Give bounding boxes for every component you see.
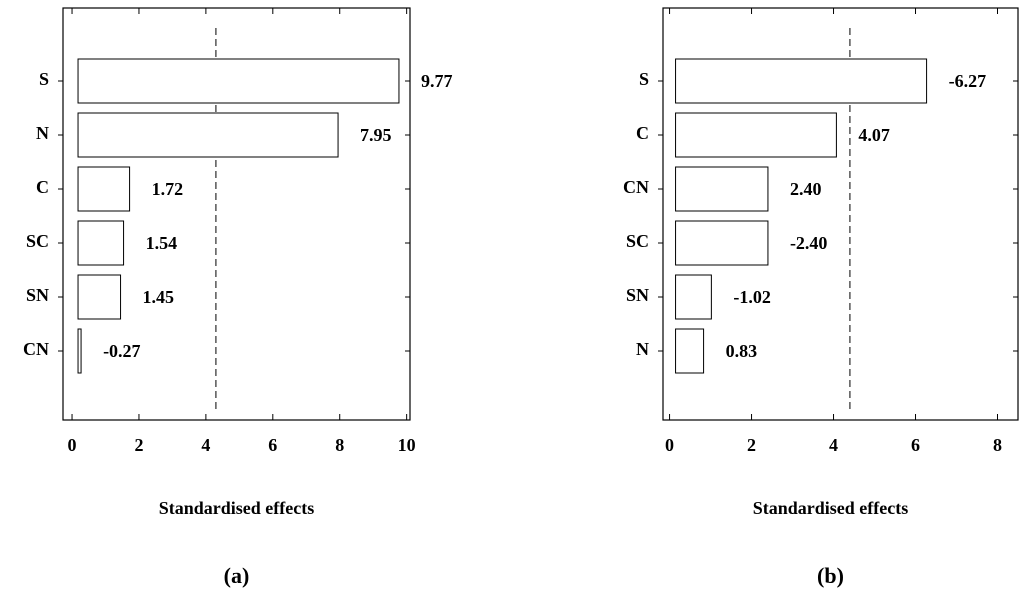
value-label: -0.27 <box>103 341 141 361</box>
y-tick-label: SN <box>626 285 649 305</box>
x-tick-label: 6 <box>268 435 277 455</box>
x-tick-label: 10 <box>398 435 416 455</box>
y-tick-label: S <box>639 69 649 89</box>
x-tick-label: 2 <box>747 435 756 455</box>
bar <box>676 113 837 157</box>
value-label: 9.77 <box>421 71 453 91</box>
value-label: -2.40 <box>790 233 828 253</box>
y-tick-label: SN <box>26 285 49 305</box>
bar <box>676 167 768 211</box>
x-tick-label: 2 <box>134 435 143 455</box>
bar <box>676 59 927 103</box>
figure: 0246810S9.77N7.95C1.72SC1.54SN1.45CN-0.2… <box>0 0 1020 597</box>
caption: (b) <box>817 563 844 588</box>
value-label: 2.40 <box>790 179 822 199</box>
y-tick-label: S <box>39 69 49 89</box>
bar <box>78 167 130 211</box>
x-tick-label: 4 <box>201 435 210 455</box>
y-tick-label: C <box>636 123 649 143</box>
value-label: 1.72 <box>152 179 184 199</box>
y-tick-label: SC <box>626 231 649 251</box>
bar <box>78 59 399 103</box>
x-tick-label: 0 <box>665 435 674 455</box>
x-tick-label: 4 <box>829 435 838 455</box>
value-label: 4.07 <box>858 125 890 145</box>
y-tick-label: N <box>636 339 649 359</box>
x-axis-label: Standardised effects <box>753 498 909 518</box>
bar <box>676 221 768 265</box>
x-axis-label: Standardised effects <box>159 498 315 518</box>
caption: (a) <box>224 563 250 588</box>
y-tick-label: N <box>36 123 49 143</box>
x-tick-label: 6 <box>911 435 920 455</box>
value-label: 0.83 <box>726 341 758 361</box>
y-tick-label: SC <box>26 231 49 251</box>
value-label: 1.45 <box>143 287 175 307</box>
bar <box>78 113 338 157</box>
bar <box>78 329 81 373</box>
bar <box>78 221 124 265</box>
value-label: -6.27 <box>949 71 987 91</box>
x-tick-label: 0 <box>68 435 77 455</box>
bar <box>676 275 712 319</box>
bar <box>676 329 704 373</box>
value-label: -1.02 <box>733 287 771 307</box>
value-label: 1.54 <box>146 233 178 253</box>
value-label: 7.95 <box>360 125 392 145</box>
y-tick-label: C <box>36 177 49 197</box>
y-tick-label: CN <box>623 177 649 197</box>
y-tick-label: CN <box>23 339 49 359</box>
bar <box>78 275 121 319</box>
x-tick-label: 8 <box>335 435 344 455</box>
x-tick-label: 8 <box>993 435 1002 455</box>
